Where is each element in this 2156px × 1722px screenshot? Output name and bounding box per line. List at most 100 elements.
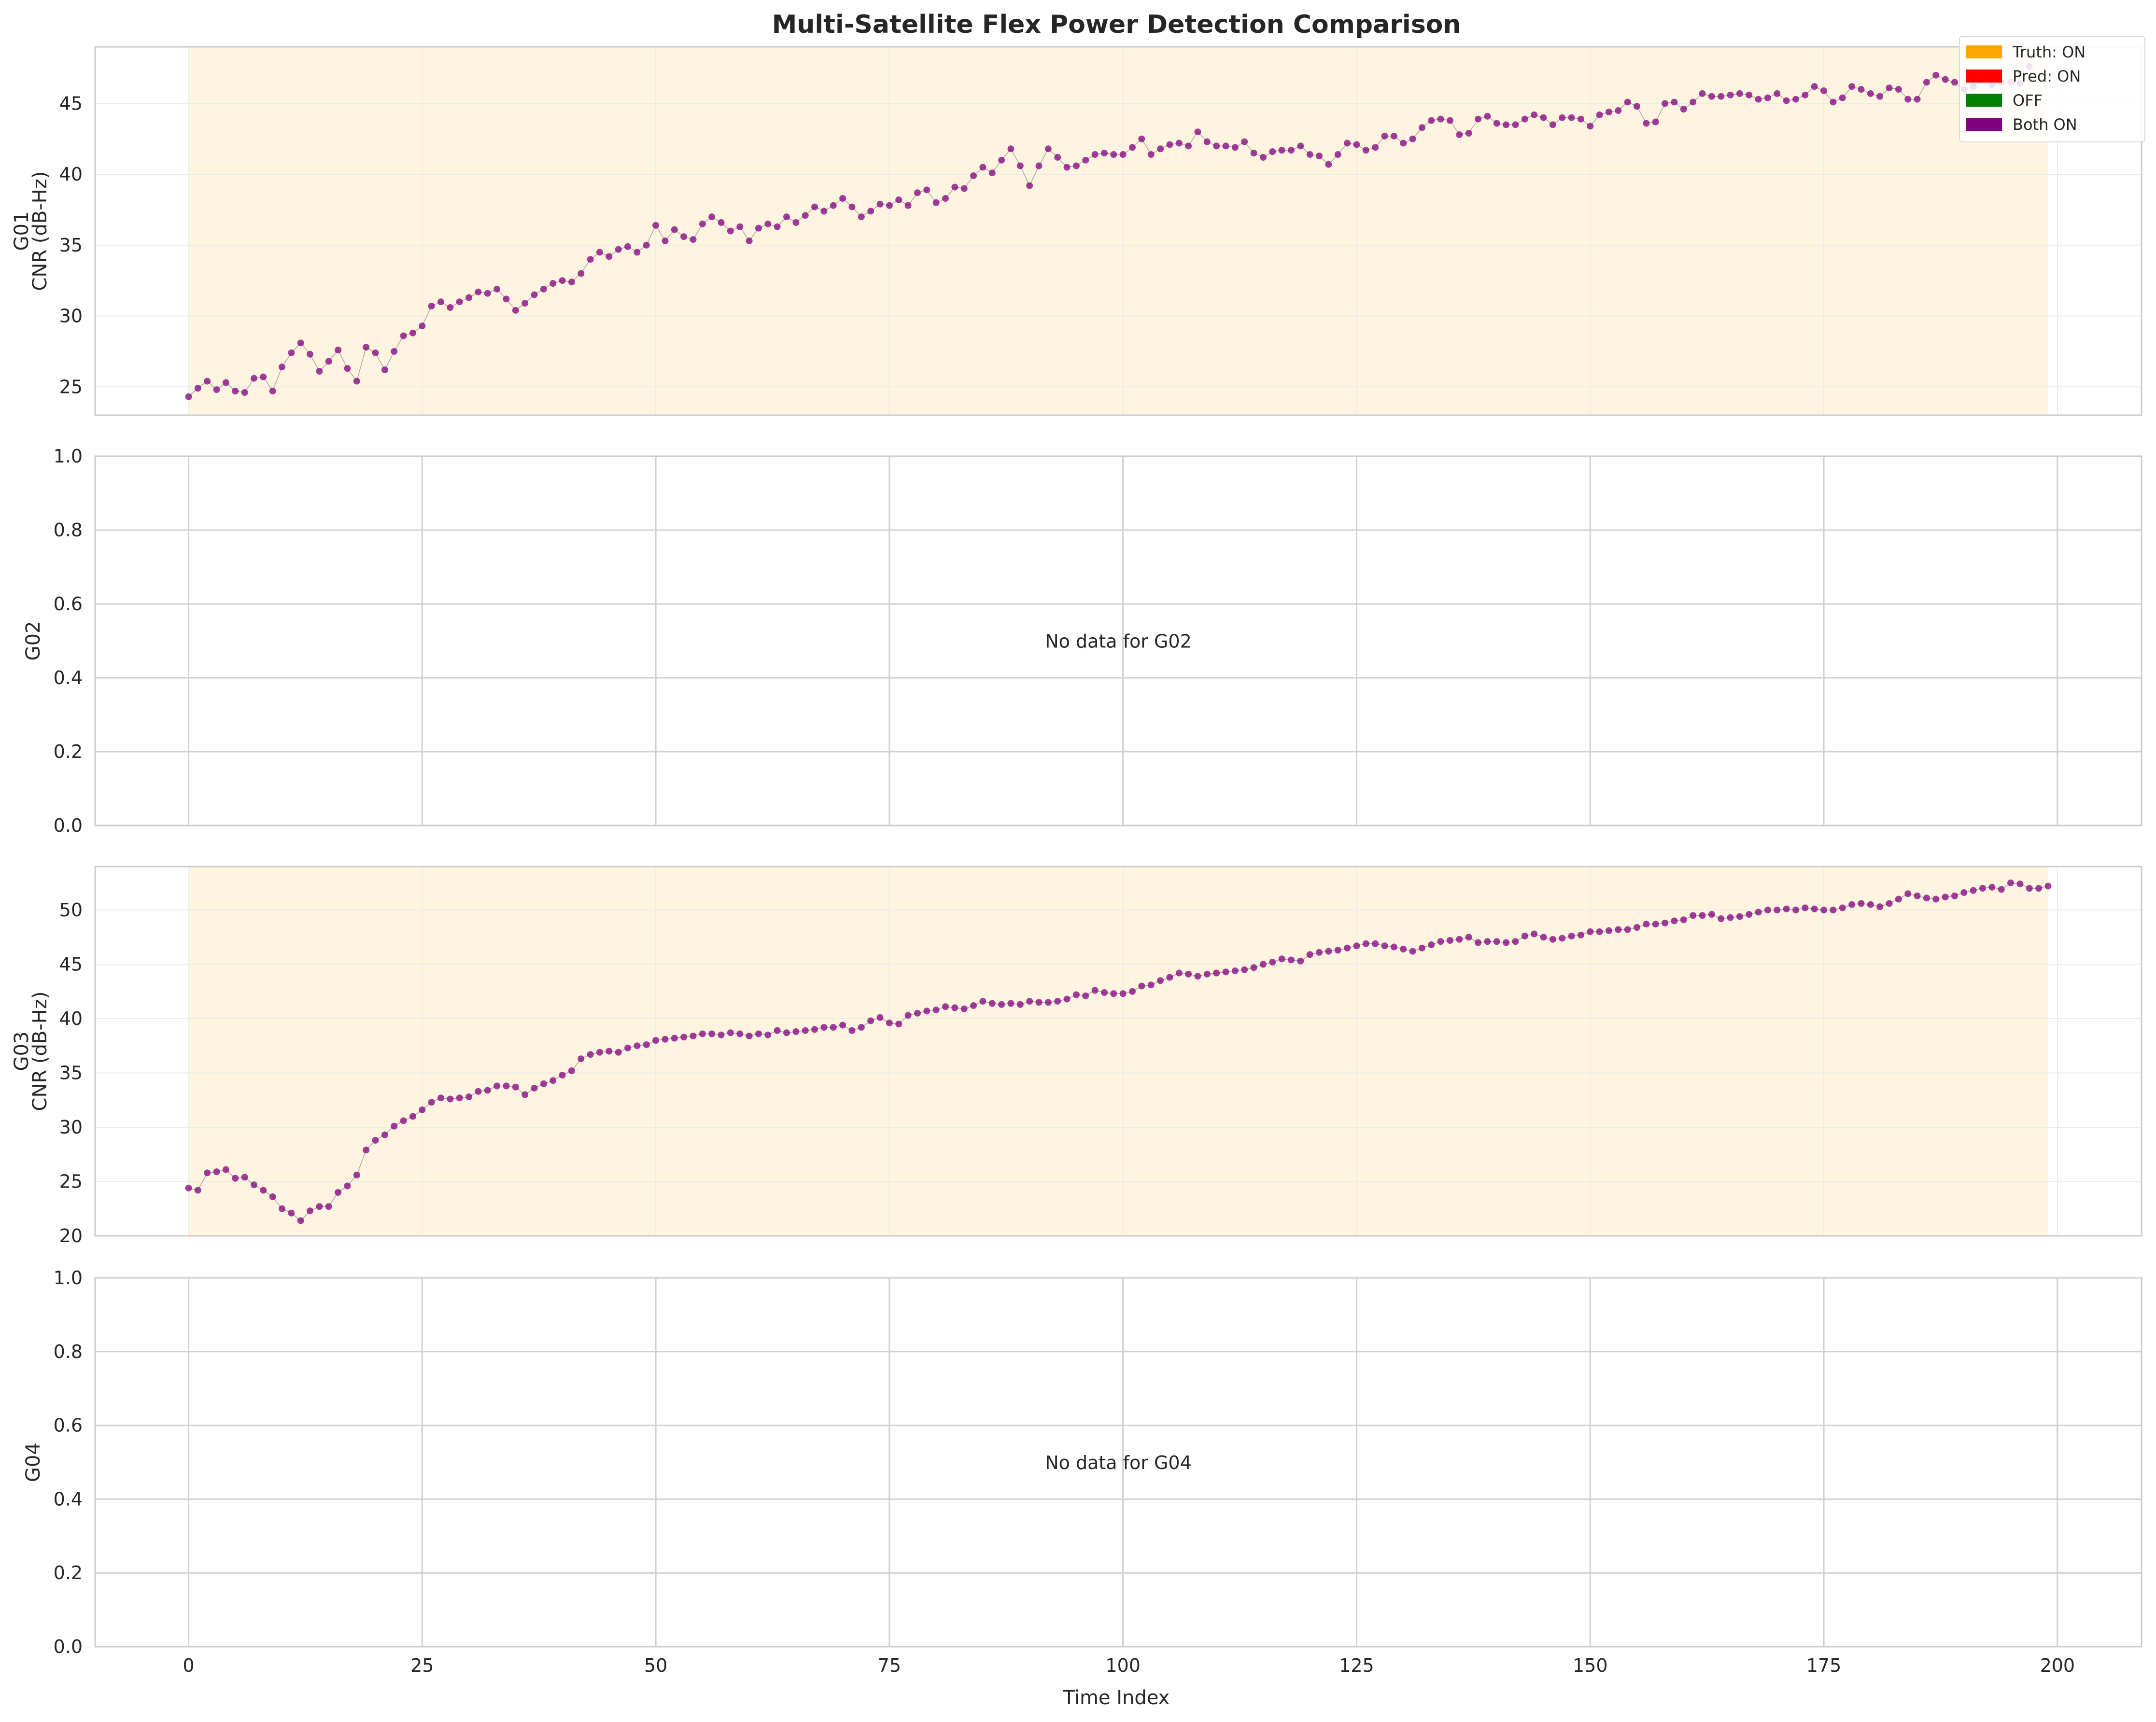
both-on-point <box>960 1005 968 1012</box>
y-axis-label: G02 <box>22 621 44 661</box>
both-on-point <box>1624 926 1631 933</box>
both-on-point <box>951 183 958 191</box>
both-on-point <box>1559 114 1566 121</box>
both-on-point <box>1671 917 1678 924</box>
both-on-point <box>774 223 781 230</box>
both-on-point <box>559 277 566 284</box>
both-on-point <box>1568 933 1575 939</box>
both-on-point <box>1063 995 1071 1003</box>
both-on-point <box>1699 912 1706 919</box>
both-on-point <box>1503 939 1510 946</box>
both-on-point <box>344 1182 351 1190</box>
no-data-message: No data for G04 <box>1045 1452 1192 1473</box>
both-on-point <box>1783 905 1790 912</box>
both-on-point <box>475 1088 482 1095</box>
both-on-point <box>1054 154 1061 161</box>
both-on-point <box>325 358 332 365</box>
both-on-point <box>1054 998 1061 1005</box>
both-on-point <box>1503 121 1510 128</box>
both-on-point <box>1774 907 1781 913</box>
both-on-point <box>1811 905 1818 912</box>
both-on-point <box>1437 938 1444 945</box>
both-on-point <box>493 1082 501 1090</box>
both-on-point <box>1456 936 1463 943</box>
both-on-point <box>1549 936 1556 943</box>
both-on-point <box>652 222 660 229</box>
both-on-point <box>652 1037 660 1044</box>
both-on-point <box>1129 144 1136 151</box>
both-on-point <box>764 220 772 227</box>
both-on-point <box>970 1002 977 1009</box>
y-tick-label: 0.4 <box>54 1488 83 1510</box>
both-on-point <box>279 1205 286 1212</box>
both-on-point <box>1334 947 1341 954</box>
both-on-point <box>1914 892 1921 899</box>
both-on-point <box>325 1203 332 1210</box>
both-on-point <box>1082 992 1089 999</box>
both-on-point <box>213 386 220 393</box>
both-on-point <box>662 1036 669 1043</box>
both-on-point <box>1390 132 1397 140</box>
both-on-point <box>465 1093 473 1100</box>
both-on-point <box>1353 942 1360 950</box>
truth-on-span <box>188 47 2048 415</box>
y-tick-label: 1.0 <box>54 446 83 467</box>
both-on-point <box>1222 968 1229 976</box>
both-on-point <box>1147 981 1155 989</box>
both-on-point <box>1904 890 1912 897</box>
both-on-point <box>521 300 529 307</box>
both-on-point <box>1250 964 1257 971</box>
both-on-point <box>1942 76 1949 83</box>
both-on-point <box>568 1067 575 1074</box>
y-tick-label: 0.0 <box>54 1636 83 1657</box>
both-on-point <box>1549 121 1556 128</box>
both-on-point <box>1175 140 1183 147</box>
both-on-point <box>1718 93 1725 100</box>
both-on-point <box>1325 948 1332 955</box>
both-on-point <box>886 202 893 209</box>
both-on-point <box>1428 117 1435 124</box>
both-on-point <box>1072 991 1080 998</box>
both-on-point <box>1755 96 1762 103</box>
both-on-point <box>1895 896 1902 903</box>
both-on-point <box>615 246 622 253</box>
both-on-point <box>1559 935 1566 942</box>
both-on-point <box>409 1113 416 1120</box>
both-on-point <box>222 379 229 386</box>
y-tick-label: 35 <box>59 1063 83 1084</box>
both-on-point <box>1615 926 1622 933</box>
both-on-point <box>307 1207 314 1215</box>
both-on-point <box>335 347 342 354</box>
both-on-point <box>1876 93 1884 100</box>
both-on-point <box>400 1117 407 1124</box>
x-tick-label: 50 <box>644 1655 667 1676</box>
both-on-point <box>802 212 809 219</box>
both-on-point <box>1129 988 1136 995</box>
both-on-point <box>437 298 445 306</box>
y-tick-label: 25 <box>59 1171 83 1192</box>
both-on-point <box>419 1106 426 1113</box>
both-on-point <box>1418 124 1425 131</box>
both-on-point <box>1662 100 1669 107</box>
both-on-point <box>335 1189 342 1196</box>
both-on-point <box>1016 162 1024 169</box>
both-on-point <box>914 1009 921 1017</box>
both-on-point <box>1278 955 1285 963</box>
both-on-point <box>540 1080 547 1087</box>
both-on-point <box>1100 150 1108 157</box>
truth-on-span <box>188 867 2048 1236</box>
both-on-point <box>1512 121 1519 128</box>
x-tick-label: 100 <box>1105 1655 1141 1676</box>
both-on-point <box>1166 974 1173 981</box>
y-tick-label: 50 <box>59 899 83 921</box>
both-on-point <box>531 291 538 298</box>
both-on-point <box>671 226 678 233</box>
both-on-point <box>998 1001 1005 1008</box>
axes-frame <box>94 455 2142 826</box>
both-on-point <box>783 1029 790 1036</box>
both-on-point <box>1072 162 1080 169</box>
x-tick-label: 125 <box>1339 1655 1374 1676</box>
both-on-point <box>1372 940 1379 947</box>
both-on-point <box>550 280 557 287</box>
